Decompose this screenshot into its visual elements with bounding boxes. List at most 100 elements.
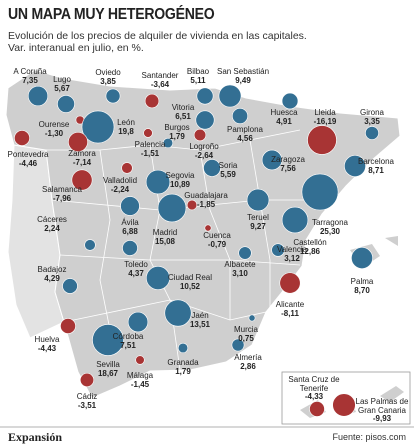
city-name: Almería — [234, 353, 262, 362]
city-name: Valencia — [276, 245, 308, 254]
bubble — [177, 342, 189, 354]
city-value: 8,71 — [368, 165, 384, 175]
city-value: 9,49 — [235, 75, 251, 85]
city-value: 3,12 — [284, 253, 300, 263]
bubble — [246, 188, 270, 212]
bubble — [164, 299, 192, 327]
city-value: -0,79 — [207, 239, 227, 249]
bubble — [14, 130, 30, 146]
city-label: Teruel 9,27 — [247, 213, 269, 231]
city-label: Valencia 3,12 — [276, 245, 308, 263]
bubble — [351, 247, 373, 269]
city-name: Barcelona — [357, 157, 395, 166]
bubble — [60, 318, 76, 334]
city-label: Ciudad Real 10,52 — [168, 273, 212, 291]
city-value: 6,51 — [175, 111, 191, 121]
city-name: Bilbao — [186, 67, 210, 76]
bubble — [81, 110, 115, 144]
province-borders — [46, 129, 330, 371]
city-value: -2,24 — [110, 184, 130, 194]
city-label: Lleida -16,19 — [313, 108, 337, 126]
city-label: Jaén 13,51 — [190, 311, 210, 329]
bubble — [143, 128, 153, 138]
city-value: -16,19 — [313, 116, 337, 126]
bubble — [279, 272, 301, 294]
city-label: Granada 1,79 — [167, 358, 199, 376]
city-label: Toledo 4,37 — [124, 260, 148, 278]
bubble — [162, 137, 174, 149]
city-value: -4,46 — [18, 158, 38, 168]
bubble — [261, 149, 283, 171]
city-label: Badajoz 4,29 — [38, 265, 67, 283]
city-name: Tarragona — [311, 218, 349, 227]
title: UN MAPA MUY HETEROGÉNEO — [8, 6, 215, 23]
city-label: Palencia -1,51 — [135, 140, 166, 158]
city-name: Cáceres — [37, 215, 67, 224]
bubble — [365, 126, 379, 140]
bubble — [27, 85, 49, 107]
city-value: 3,35 — [364, 116, 380, 126]
city-value: 0,75 — [238, 333, 254, 343]
city-name: Lugo — [53, 75, 71, 84]
city-name: Huesca — [270, 108, 298, 117]
bubble — [105, 88, 121, 104]
city-label: Cuenca -0,79 — [203, 231, 231, 249]
bubble — [332, 393, 356, 417]
city-label: Logroño -2,64 — [189, 142, 218, 160]
city-value: 10,89 — [169, 179, 191, 189]
city-label: Zaragoza 7,56 — [271, 155, 305, 173]
bubble — [281, 92, 299, 110]
bubble — [232, 108, 248, 124]
bubble — [204, 224, 212, 232]
city-name: Pontevedra — [7, 150, 49, 159]
city-name: Oviedo — [95, 68, 121, 77]
bubble — [248, 314, 256, 322]
bubble — [193, 128, 207, 142]
city-value: -9,93 — [372, 414, 392, 423]
city-label: Córdoba 7,51 — [113, 332, 144, 350]
city-value: 4,56 — [237, 133, 253, 143]
city-label: Cádiz -3,51 — [77, 392, 97, 410]
bubble — [135, 355, 145, 365]
city-name: Cuenca — [203, 231, 231, 240]
city-label: Burgos 1,79 — [164, 123, 189, 141]
bubble — [121, 162, 133, 174]
city-name: Albacete — [224, 260, 256, 269]
city-label: Girona 3,35 — [359, 108, 385, 126]
city-value: 5,59 — [220, 169, 236, 179]
city-name: Palma — [350, 277, 374, 286]
city-value: 2,24 — [44, 223, 60, 233]
bubble — [218, 84, 242, 108]
bubble — [71, 169, 93, 191]
city-name: Granada — [167, 358, 199, 367]
city-name: Toledo — [124, 260, 148, 269]
city-label: Las Palmas de Gran Canaria -9,93 — [347, 397, 414, 424]
city-name: Girona — [359, 108, 385, 117]
city-name: Vitoria — [171, 103, 195, 112]
city-name: Madrid — [152, 228, 178, 237]
city-value: 19,8 — [118, 126, 134, 136]
city-value: -7,96 — [52, 193, 72, 203]
city-value: 6,88 — [122, 226, 138, 236]
bubble — [238, 246, 252, 260]
city-name: León — [117, 118, 135, 127]
city-label: Guadalajara -1,85 — [184, 191, 228, 209]
bubble — [195, 110, 215, 130]
bubble — [157, 193, 187, 223]
bubble — [203, 159, 221, 177]
city-name: Ourense — [38, 120, 70, 129]
city-value: 15,08 — [154, 236, 176, 246]
city-value: -4,33 — [304, 392, 324, 401]
city-value: 25,30 — [319, 226, 341, 236]
city-value: -1,51 — [140, 148, 160, 158]
city-label: Oviedo 3,85 — [95, 68, 121, 86]
city-label: Huelva -4,43 — [35, 335, 60, 353]
city-label: Santa Cruz de Tenerife -4,33 — [279, 375, 349, 402]
bubble — [120, 196, 140, 216]
city-name: Santa Cruz de Tenerife — [288, 375, 340, 393]
city-label: Soria 5,59 — [219, 161, 238, 179]
city-name: Guadalajara — [184, 191, 228, 200]
city-label: Alicante -8,11 — [276, 300, 304, 318]
city-label: Vitoria 6,51 — [171, 103, 195, 121]
